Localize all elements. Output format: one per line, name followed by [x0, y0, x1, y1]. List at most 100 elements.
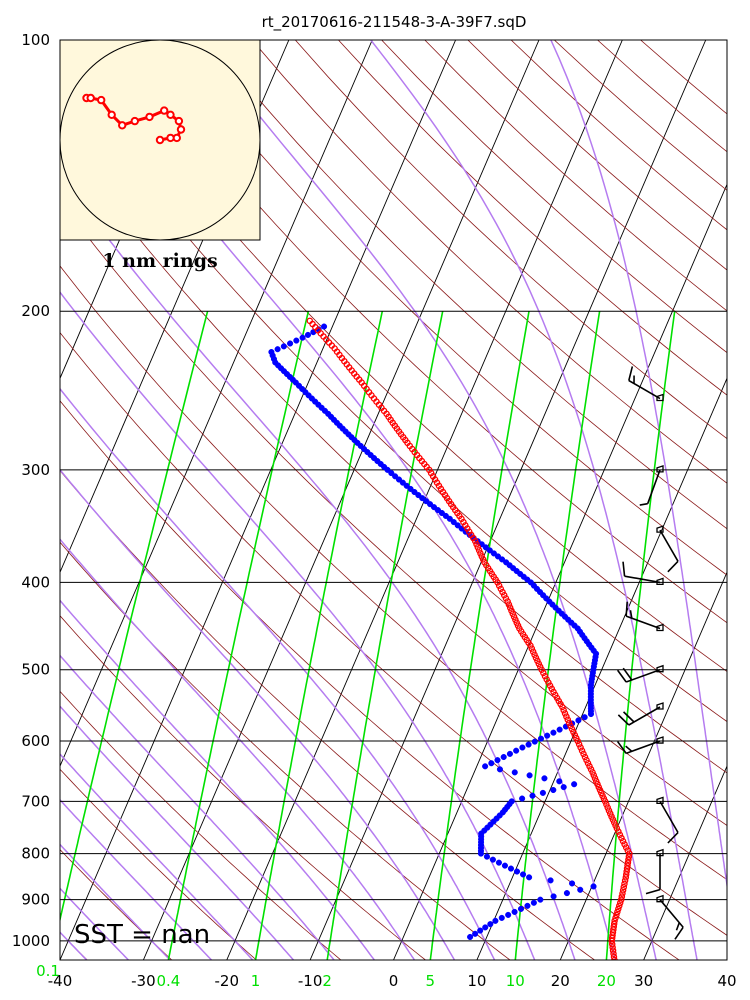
dewpoint-point — [547, 877, 554, 884]
dry-adiabat-line — [60, 136, 727, 774]
dewpoint-point — [519, 871, 527, 878]
mixing-ratio-tick-label: 2 — [322, 972, 332, 990]
dry-adiabat-line — [510, 40, 727, 231]
temperature-point — [510, 613, 518, 620]
temperature-point — [624, 862, 631, 869]
moist-adiabat-line — [550, 40, 727, 891]
temperature-point — [608, 813, 615, 820]
dewpoint-point — [487, 921, 494, 928]
dewpoint-point — [524, 902, 531, 909]
wind-barb-station — [656, 702, 664, 710]
wind-barb — [628, 366, 664, 402]
wind-barb — [616, 664, 664, 683]
wind-barb-flag — [628, 366, 634, 381]
temperature-point — [591, 775, 599, 782]
temperature-point — [528, 645, 536, 652]
dewpoint-point — [560, 784, 567, 791]
dewpoint-point — [492, 917, 499, 924]
dewpoint-point — [472, 930, 479, 937]
dry-adiabat-line — [60, 541, 511, 960]
temperature-point — [609, 929, 617, 936]
temperature-point — [616, 831, 624, 839]
temperature-point — [624, 847, 631, 854]
mixing-ratio-axis: 0.1 0.4 1 2 5 10 20 — [36, 962, 616, 990]
wind-barb-flag — [622, 711, 635, 723]
hodograph-point — [166, 133, 175, 143]
dewpoint-point — [494, 757, 501, 764]
mixing-ratio-tick-label: 10 — [506, 972, 525, 990]
dry-adiabat-line — [251, 40, 727, 484]
mixing-ratio-tick-label: 20 — [597, 972, 616, 990]
sst-label: SST = nan — [74, 920, 210, 950]
temperature-point — [621, 841, 628, 848]
temperature-point — [509, 610, 517, 617]
temperature-point — [611, 917, 618, 925]
mixing-ratio-line — [167, 311, 310, 960]
dewpoint-point — [500, 753, 507, 761]
wind-barb-flag — [674, 926, 684, 940]
mixing-ratio-tick-label: 5 — [426, 972, 436, 990]
temperature-point — [622, 874, 630, 881]
wind-barb-station — [656, 623, 664, 632]
dry-adiabat-line — [338, 40, 727, 396]
pressure-axis: 100 200 300 400 500 600 700 800 900 1000 — [12, 31, 50, 950]
dry-adiabat-line — [60, 615, 426, 960]
moist-adiabat-line — [60, 468, 456, 960]
dewpoint-point — [513, 868, 521, 875]
isotherm-line — [559, 571, 727, 960]
temperature-point — [541, 672, 549, 680]
temperature-point — [620, 883, 628, 891]
temperature-point — [610, 953, 618, 960]
wind-barb-station — [656, 796, 664, 805]
chart-title: rt_20170616-211548-3-A-39F7.sqD — [262, 13, 527, 32]
temperature-point — [610, 920, 618, 928]
wind-barb-flag — [639, 502, 648, 506]
dewpoint-point — [575, 717, 582, 724]
temperature-point — [625, 853, 633, 860]
hodograph-point — [107, 110, 116, 120]
dewpoint-point — [293, 337, 300, 344]
mixing-ratio-line — [254, 311, 384, 960]
temperature-point — [610, 926, 617, 933]
dewpoint-point — [525, 741, 532, 748]
temperature-point — [575, 741, 583, 748]
wind-barb — [656, 796, 679, 844]
dewpoint-point — [526, 874, 533, 881]
dewpoint-point — [531, 738, 538, 745]
temperature-point — [543, 676, 550, 683]
dewpoint-point — [467, 933, 474, 941]
moist-adiabat-line — [60, 705, 295, 960]
dewpoint-point — [519, 744, 526, 751]
temperature-tick-label: -20 — [215, 972, 240, 990]
isotherm-line — [726, 958, 727, 960]
temperature-point — [610, 950, 617, 957]
isotherm-line — [60, 40, 457, 960]
dewpoint-point — [483, 853, 490, 860]
temperature-point — [622, 871, 630, 878]
temperature-point — [477, 550, 484, 557]
dewpoint-point — [299, 334, 306, 341]
dewpoint-point — [495, 859, 502, 866]
temperature-point — [570, 728, 577, 736]
mixing-ratio-line — [429, 311, 530, 960]
dewpoint-point — [505, 911, 512, 918]
moist-adiabat-line — [198, 40, 657, 960]
dry-adiabat-line — [165, 40, 727, 576]
temperature-point — [580, 750, 587, 758]
wind-barb — [645, 848, 664, 895]
wind-barb-flag — [625, 745, 633, 752]
dewpoint-point — [517, 905, 525, 912]
wind-barb-flag — [617, 714, 630, 726]
dewpoint-point — [454, 522, 461, 529]
dewpoint-point — [501, 862, 508, 869]
dewpoint-point — [482, 544, 489, 551]
temperature-point — [605, 807, 613, 814]
temperature-tick-label: 0 — [389, 972, 399, 990]
hodograph-point — [118, 121, 127, 130]
dry-adiabat-line — [381, 40, 727, 354]
hodograph-point — [166, 110, 175, 120]
temperature-point — [619, 887, 627, 894]
temperature-point — [616, 902, 623, 910]
dry-adiabat-line — [60, 73, 727, 723]
dewpoint-point — [490, 550, 497, 557]
